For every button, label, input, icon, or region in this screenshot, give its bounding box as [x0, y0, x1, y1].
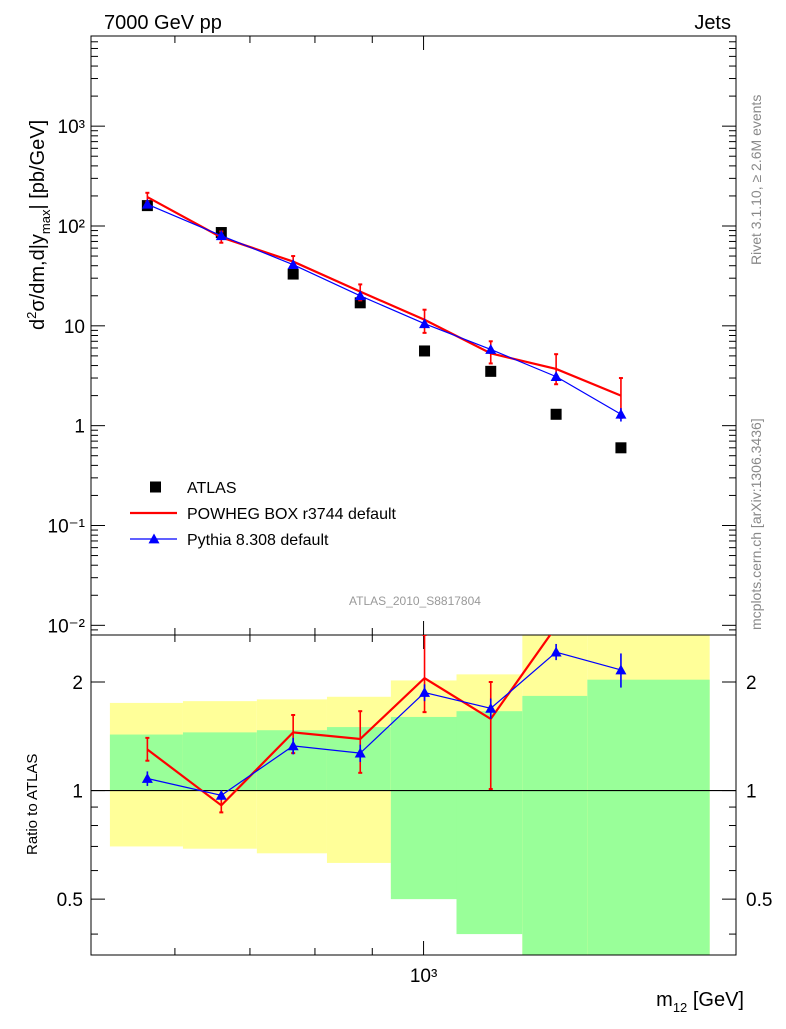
pythia-8-308-default-data-point: [550, 371, 562, 382]
legend-label: POWHEG BOX r3744 default: [187, 506, 397, 523]
pythia-8-308-default-data-point: [419, 318, 431, 329]
ratio-plot-panel: 10³ 0.5 0.5 1 1 2 2: [57, 634, 772, 987]
atlas-data-point: [485, 365, 497, 377]
pythia-8-308-default-line: [147, 203, 622, 415]
legend-label: Pythia 8.308 default: [187, 532, 329, 549]
pythia-8-308-default-data-point: [615, 408, 627, 419]
pythia-8-308-default-data-point: [354, 290, 366, 301]
y-tick-label: 10²: [58, 217, 85, 238]
pythia-8-308-default-ratio-point: [485, 702, 497, 713]
x-axis-label: m12 [GeV]: [656, 989, 744, 1015]
legend-marker-atlas: [150, 481, 161, 493]
uncertainty-band-green: [256, 730, 327, 791]
legend: ATLAS POWHEG BOX r3744 default Pythia 8.30…: [130, 480, 397, 549]
main-y-axis-label: d2σ/dm,d|ymax| [pb/GeV]: [24, 120, 53, 330]
mcplots-label: mcplots.cern.ch [arXiv:1306.3436]: [748, 418, 764, 630]
atlas-data-point: [550, 408, 562, 420]
uncertainty-band-green: [456, 711, 523, 935]
ratio-y-tick-label: 0.5: [57, 890, 83, 911]
x-tick-label: 10³: [410, 966, 437, 987]
pythia-8-308-default-ratio-point: [615, 664, 627, 675]
uncertainty-band-green: [390, 716, 457, 900]
pythia-8-308-default-data-point: [215, 230, 227, 241]
y-tick-label: 10: [64, 317, 85, 338]
pythia-8-308-default-ratio-point: [215, 789, 227, 800]
svg-text:d2σ/dm,d|ymax| [pb/GeV]: d2σ/dm,d|ymax| [pb/GeV]: [24, 120, 53, 330]
pythia-8-308-default-ratio-line: [147, 651, 622, 796]
uncertainty-band-green: [522, 695, 588, 955]
ratio-y-tick-label: 2: [72, 673, 83, 694]
y-tick-label: 10³: [58, 117, 85, 138]
legend-marker-triangle: [148, 533, 160, 544]
y-tick-label: 10⁻¹: [48, 516, 86, 537]
ratio-y-tick-label-right: 2: [746, 673, 757, 694]
pythia-8-308-default-data-point: [485, 343, 497, 354]
atlas-data-point: [615, 442, 627, 454]
powheg-box-r3744-default-ratio-line: [146, 635, 552, 807]
svg-text:m12 [GeV]: m12 [GeV]: [656, 989, 744, 1015]
main-plot-panel: 10⁻² 10⁻¹ 1 10 10² 10³ ATLAS POWHEG BOX r3744 d…: [48, 35, 737, 637]
pythia-8-308-default-ratio-point: [287, 740, 299, 751]
rivet-label: Rivet 3.1.10, ≥ 2.6M events: [748, 95, 764, 265]
y-tick-label: 1: [74, 417, 85, 438]
pythia-8-308-default-ratio-point: [419, 687, 431, 697]
pythia-8-308-default-data-point: [287, 259, 299, 270]
ratio-y-axis-label: Ratio to ATLAS: [24, 754, 41, 855]
atlas-data-point: [354, 297, 366, 309]
pythia-8-308-default-ratio-point: [141, 773, 153, 783]
ratio-y-tick-label-right: 0.5: [746, 890, 772, 911]
process-label: Jets: [694, 12, 731, 34]
ratio-series-group: [141, 635, 627, 814]
pythia-8-308-default-data-point: [141, 198, 153, 209]
pythia-8-308-default-ratio-point: [550, 646, 562, 657]
uncertainty-band-green: [587, 679, 710, 955]
energy-label: 7000 GeV pp: [104, 12, 222, 34]
ratio-y-tick-label-right: 1: [746, 782, 757, 803]
pythia-8-308-default-ratio-point: [354, 747, 366, 758]
y-tick-label: 10⁻²: [48, 616, 86, 637]
analysis-id: ATLAS_2010_S8817804: [349, 594, 481, 608]
atlas-data-point: [287, 268, 299, 280]
ratio-y-tick-label: 1: [72, 782, 83, 803]
ratio-frame: [90, 634, 737, 956]
powheg-box-r3744-default-line: [146, 196, 622, 397]
legend-label: ATLAS: [187, 480, 237, 497]
atlas-data-point: [419, 345, 431, 357]
